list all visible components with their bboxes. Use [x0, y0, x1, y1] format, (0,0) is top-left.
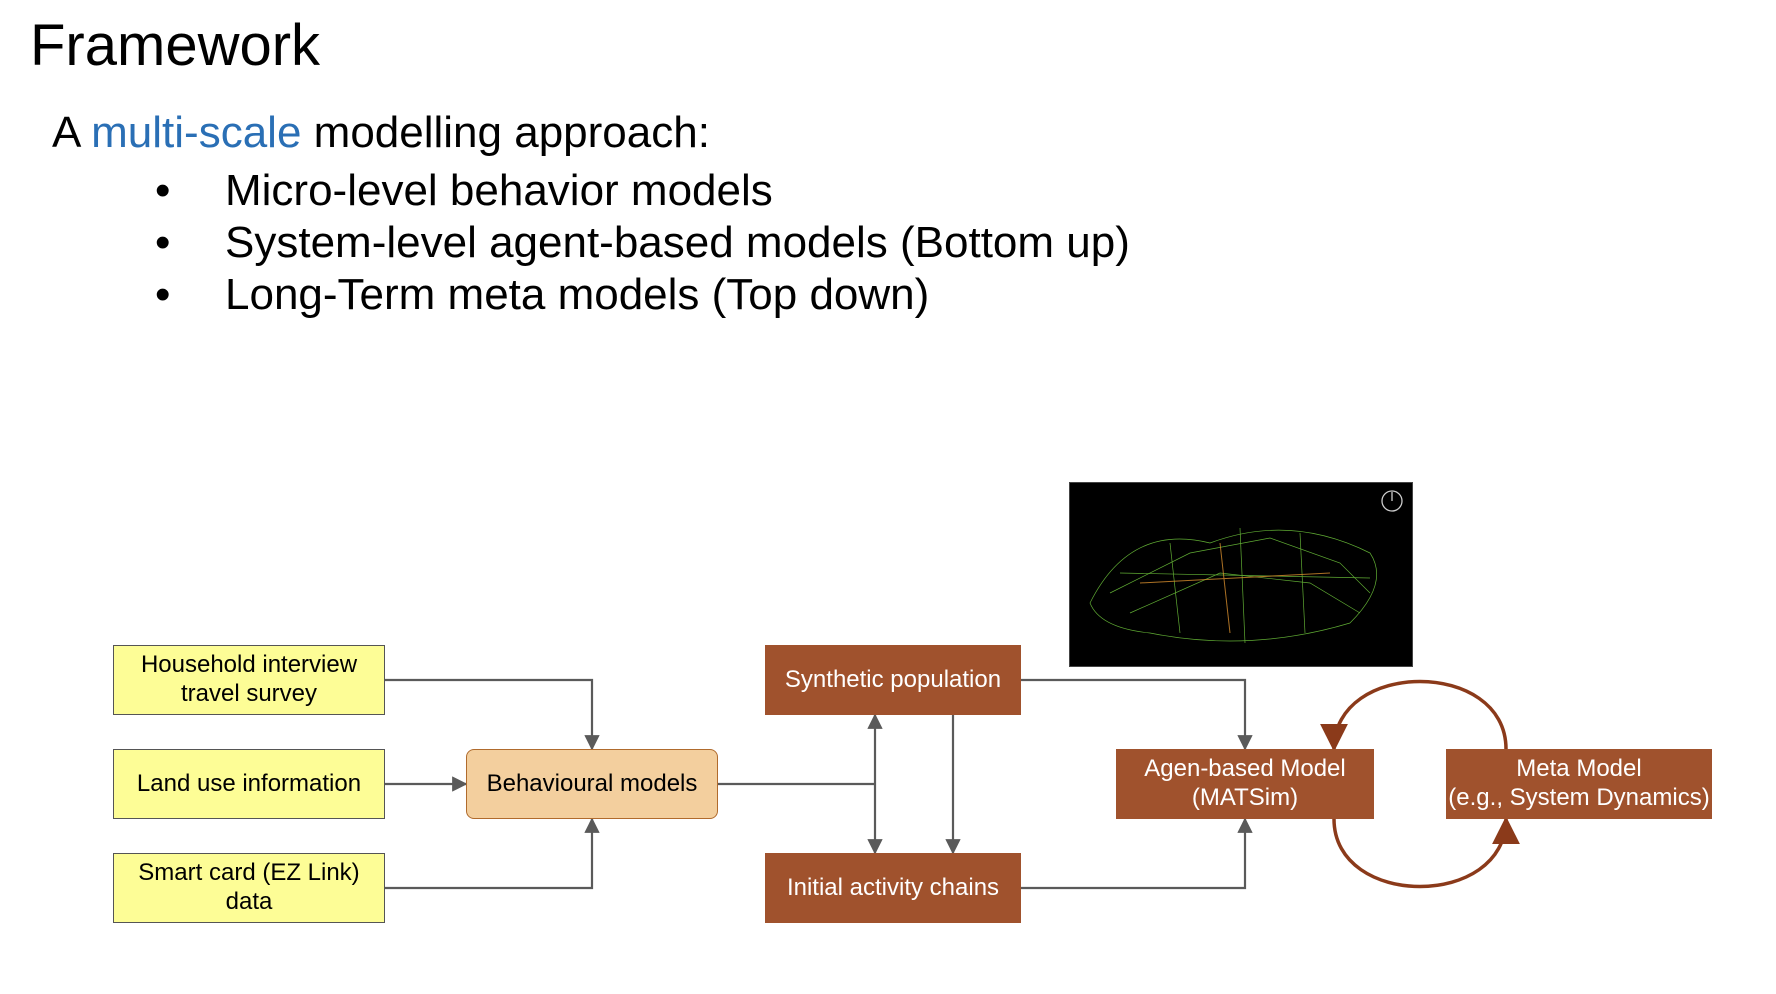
- node-land-use: Land use information: [113, 749, 385, 819]
- flowchart-edges: [0, 0, 1776, 994]
- flowchart: Household interviewtravel survey Land us…: [0, 0, 1776, 994]
- node-synthetic-population: Synthetic population: [765, 645, 1021, 715]
- node-meta-model: Meta Model(e.g., System Dynamics): [1446, 749, 1712, 819]
- node-activity-chains: Initial activity chains: [765, 853, 1021, 923]
- map-visualization: [1069, 482, 1413, 667]
- node-smart-card: Smart card (EZ Link) data: [113, 853, 385, 923]
- node-agent-based-model: Agen-based Model(MATSim): [1116, 749, 1374, 819]
- node-household-survey: Household interviewtravel survey: [113, 645, 385, 715]
- node-behavioural-models: Behavioural models: [466, 749, 718, 819]
